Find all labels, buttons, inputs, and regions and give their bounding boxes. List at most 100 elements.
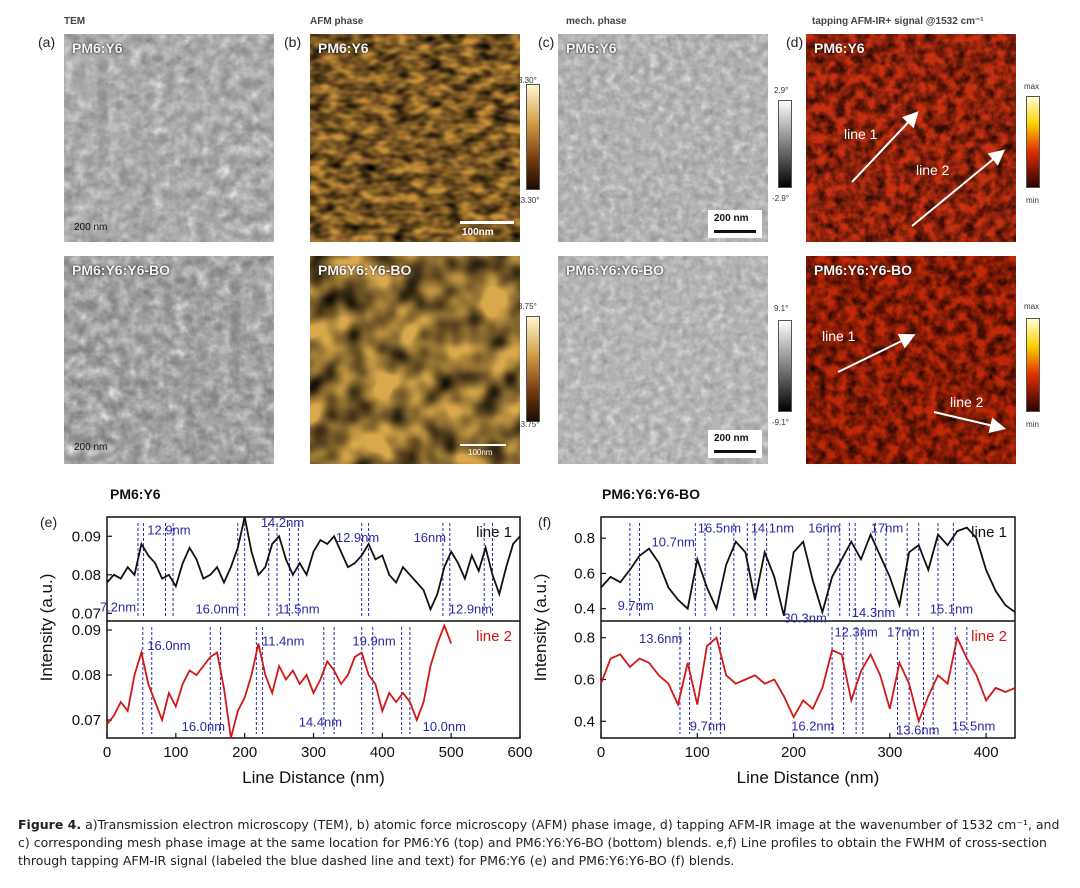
fwhm-annotation: 9.7nm [618, 598, 654, 613]
legend-label: line 1 [971, 524, 1007, 541]
y-tick-label: 0.09 [72, 622, 101, 639]
fwhm-annotation: 13.6nm [639, 631, 682, 646]
colorbar-max: 3.75° [518, 302, 537, 311]
sample-label: PM6:Y6:Y6-BO [814, 262, 913, 278]
afm-colorbar-bottom [526, 316, 540, 422]
fwhm-annotation: 17nm [887, 624, 920, 639]
fwhm-annotation: 12.3nm [834, 624, 877, 639]
fwhm-annotation: 16.0nm [195, 601, 238, 616]
colorbar-max: 2.9° [774, 86, 789, 95]
fwhm-annotation: 7.2nm [100, 600, 136, 615]
panel-letter-d: (d) [786, 34, 804, 50]
panel-letter-e: (e) [40, 514, 58, 530]
caption-text: a)Transmission electron microscopy (TEM)… [18, 817, 1060, 868]
panel-letter-c: (c) [538, 34, 555, 50]
colorbar-max: max [1024, 82, 1040, 91]
fwhm-annotation: 14.4nm [299, 714, 342, 729]
fwhm-annotation: 15.5nm [952, 719, 995, 734]
y-tick-label: 0.8 [574, 630, 595, 647]
legend-label: line 2 [971, 628, 1007, 645]
sample-label: PM6:Y6 [72, 40, 123, 56]
x-tick-label: 200 [232, 744, 257, 761]
scale-bar [460, 444, 506, 446]
scale-bar-label: 100nm [468, 448, 493, 457]
y-tick-label: 0.6 [574, 672, 595, 689]
column-header-afm: AFM phase [310, 16, 364, 27]
scale-bar-box [708, 210, 762, 238]
sample-label: PM6Y6:Y6-BO [318, 262, 412, 278]
fwhm-annotation: 11.5nm [277, 601, 319, 616]
panel-letter-b: (b) [284, 34, 302, 50]
fwhm-annotation: 30.3nm [783, 610, 826, 625]
sample-label: PM6:Y6 [566, 40, 617, 56]
scale-bar [714, 450, 756, 453]
ir-line-2-label: line 2 [950, 394, 984, 410]
scale-bar-box [708, 430, 762, 458]
colorbar-max: 3.30° [518, 76, 537, 85]
sample-label: PM6:Y6 [318, 40, 369, 56]
ir-image-bottom: PM6:Y6:Y6-BO line 1 line 2 [806, 256, 1016, 464]
fwhm-annotation: 16nm [414, 530, 447, 545]
panel-letter-f: (f) [538, 514, 552, 530]
plot-frame [600, 516, 1016, 739]
y-tick-label: 0.09 [72, 528, 101, 545]
x-tick-label: 500 [439, 744, 464, 761]
mech-colorbar-top [778, 100, 792, 188]
fwhm-annotation: 13.6nm [896, 723, 939, 738]
scale-bar-label: 200 nm [74, 442, 108, 453]
fwhm-annotation: 16.0nm [147, 638, 190, 653]
colorbar-min: min [1026, 196, 1039, 205]
fwhm-annotation: 19.9nm [352, 633, 395, 648]
fwhm-annotation: 14.1nm [751, 520, 794, 535]
x-tick-label: 300 [877, 744, 902, 761]
y-axis-label: Intensity (a.u.) [37, 574, 56, 682]
x-axis-label: Line Distance (nm) [242, 768, 385, 787]
fwhm-annotation: 16.0nm [182, 719, 225, 734]
colorbar-min: -9.1° [772, 418, 789, 427]
tem-image-bottom: PM6:Y6:Y6-BO 200 nm [64, 256, 274, 464]
panel-letter-a: (a) [38, 34, 56, 50]
x-tick-label: 400 [370, 744, 395, 761]
column-header-mech: mech. phase [566, 16, 627, 27]
scale-bar [714, 230, 756, 233]
y-tick-label: 0.4 [574, 713, 595, 730]
series-line-1 [600, 526, 1016, 616]
mech-colorbar-bottom [778, 320, 792, 412]
sample-label: PM6:Y6 [814, 40, 865, 56]
caption-label: Figure 4. [18, 817, 82, 832]
ir-image-top: PM6:Y6 line 1 line 2 [806, 34, 1016, 242]
colorbar-min: min [1026, 420, 1039, 429]
fwhm-annotation: 14.3nm [852, 605, 895, 620]
column-header-ir: tapping AFM-IR+ signal @1532 cm⁻¹ [812, 16, 984, 27]
x-tick-label: 200 [781, 744, 806, 761]
fwhm-annotation: 10.7nm [652, 535, 695, 550]
ir-line-1-label: line 1 [822, 328, 856, 344]
x-tick-label: 100 [163, 744, 188, 761]
chart-e-title: PM6:Y6 [110, 486, 161, 502]
ir-colorbar-bottom [1026, 318, 1040, 412]
tem-image-top: PM6:Y6 200 nm [64, 34, 274, 242]
colorbar-min: -2.9° [772, 194, 789, 203]
mech-image-top: PM6:Y6 200 nm [558, 34, 768, 242]
series-line-2 [106, 622, 453, 739]
mech-image-bottom: PM6:Y6:Y6-BO 200 nm [558, 256, 768, 464]
fwhm-annotation: 12.9nm [147, 522, 190, 537]
x-tick-label: 0 [597, 744, 605, 761]
x-tick-label: 600 [507, 744, 532, 761]
y-tick-label: 0.08 [72, 567, 101, 584]
y-tick-label: 0.07 [72, 712, 101, 729]
legend-label: line 1 [476, 524, 512, 541]
fwhm-annotation: 16.5nm [698, 520, 741, 535]
colorbar-min: -3.75° [518, 420, 540, 429]
afm-image-bottom: PM6Y6:Y6-BO 100nm [310, 256, 520, 464]
colorbar-max: max [1024, 302, 1040, 311]
afm-colorbar-top [526, 84, 540, 190]
chart-f-title: PM6:Y6:Y6-BO [602, 486, 701, 502]
fwhm-annotation: 12.9nm [449, 601, 492, 616]
fwhm-annotation: 10.0nm [423, 719, 466, 734]
scale-bar-label: 200 nm [714, 433, 749, 444]
colorbar-min: -3.30° [518, 196, 540, 205]
scale-bar [460, 221, 514, 224]
figure-caption: Figure 4. a)Transmission electron micros… [18, 816, 1068, 870]
x-tick-label: 400 [974, 744, 999, 761]
